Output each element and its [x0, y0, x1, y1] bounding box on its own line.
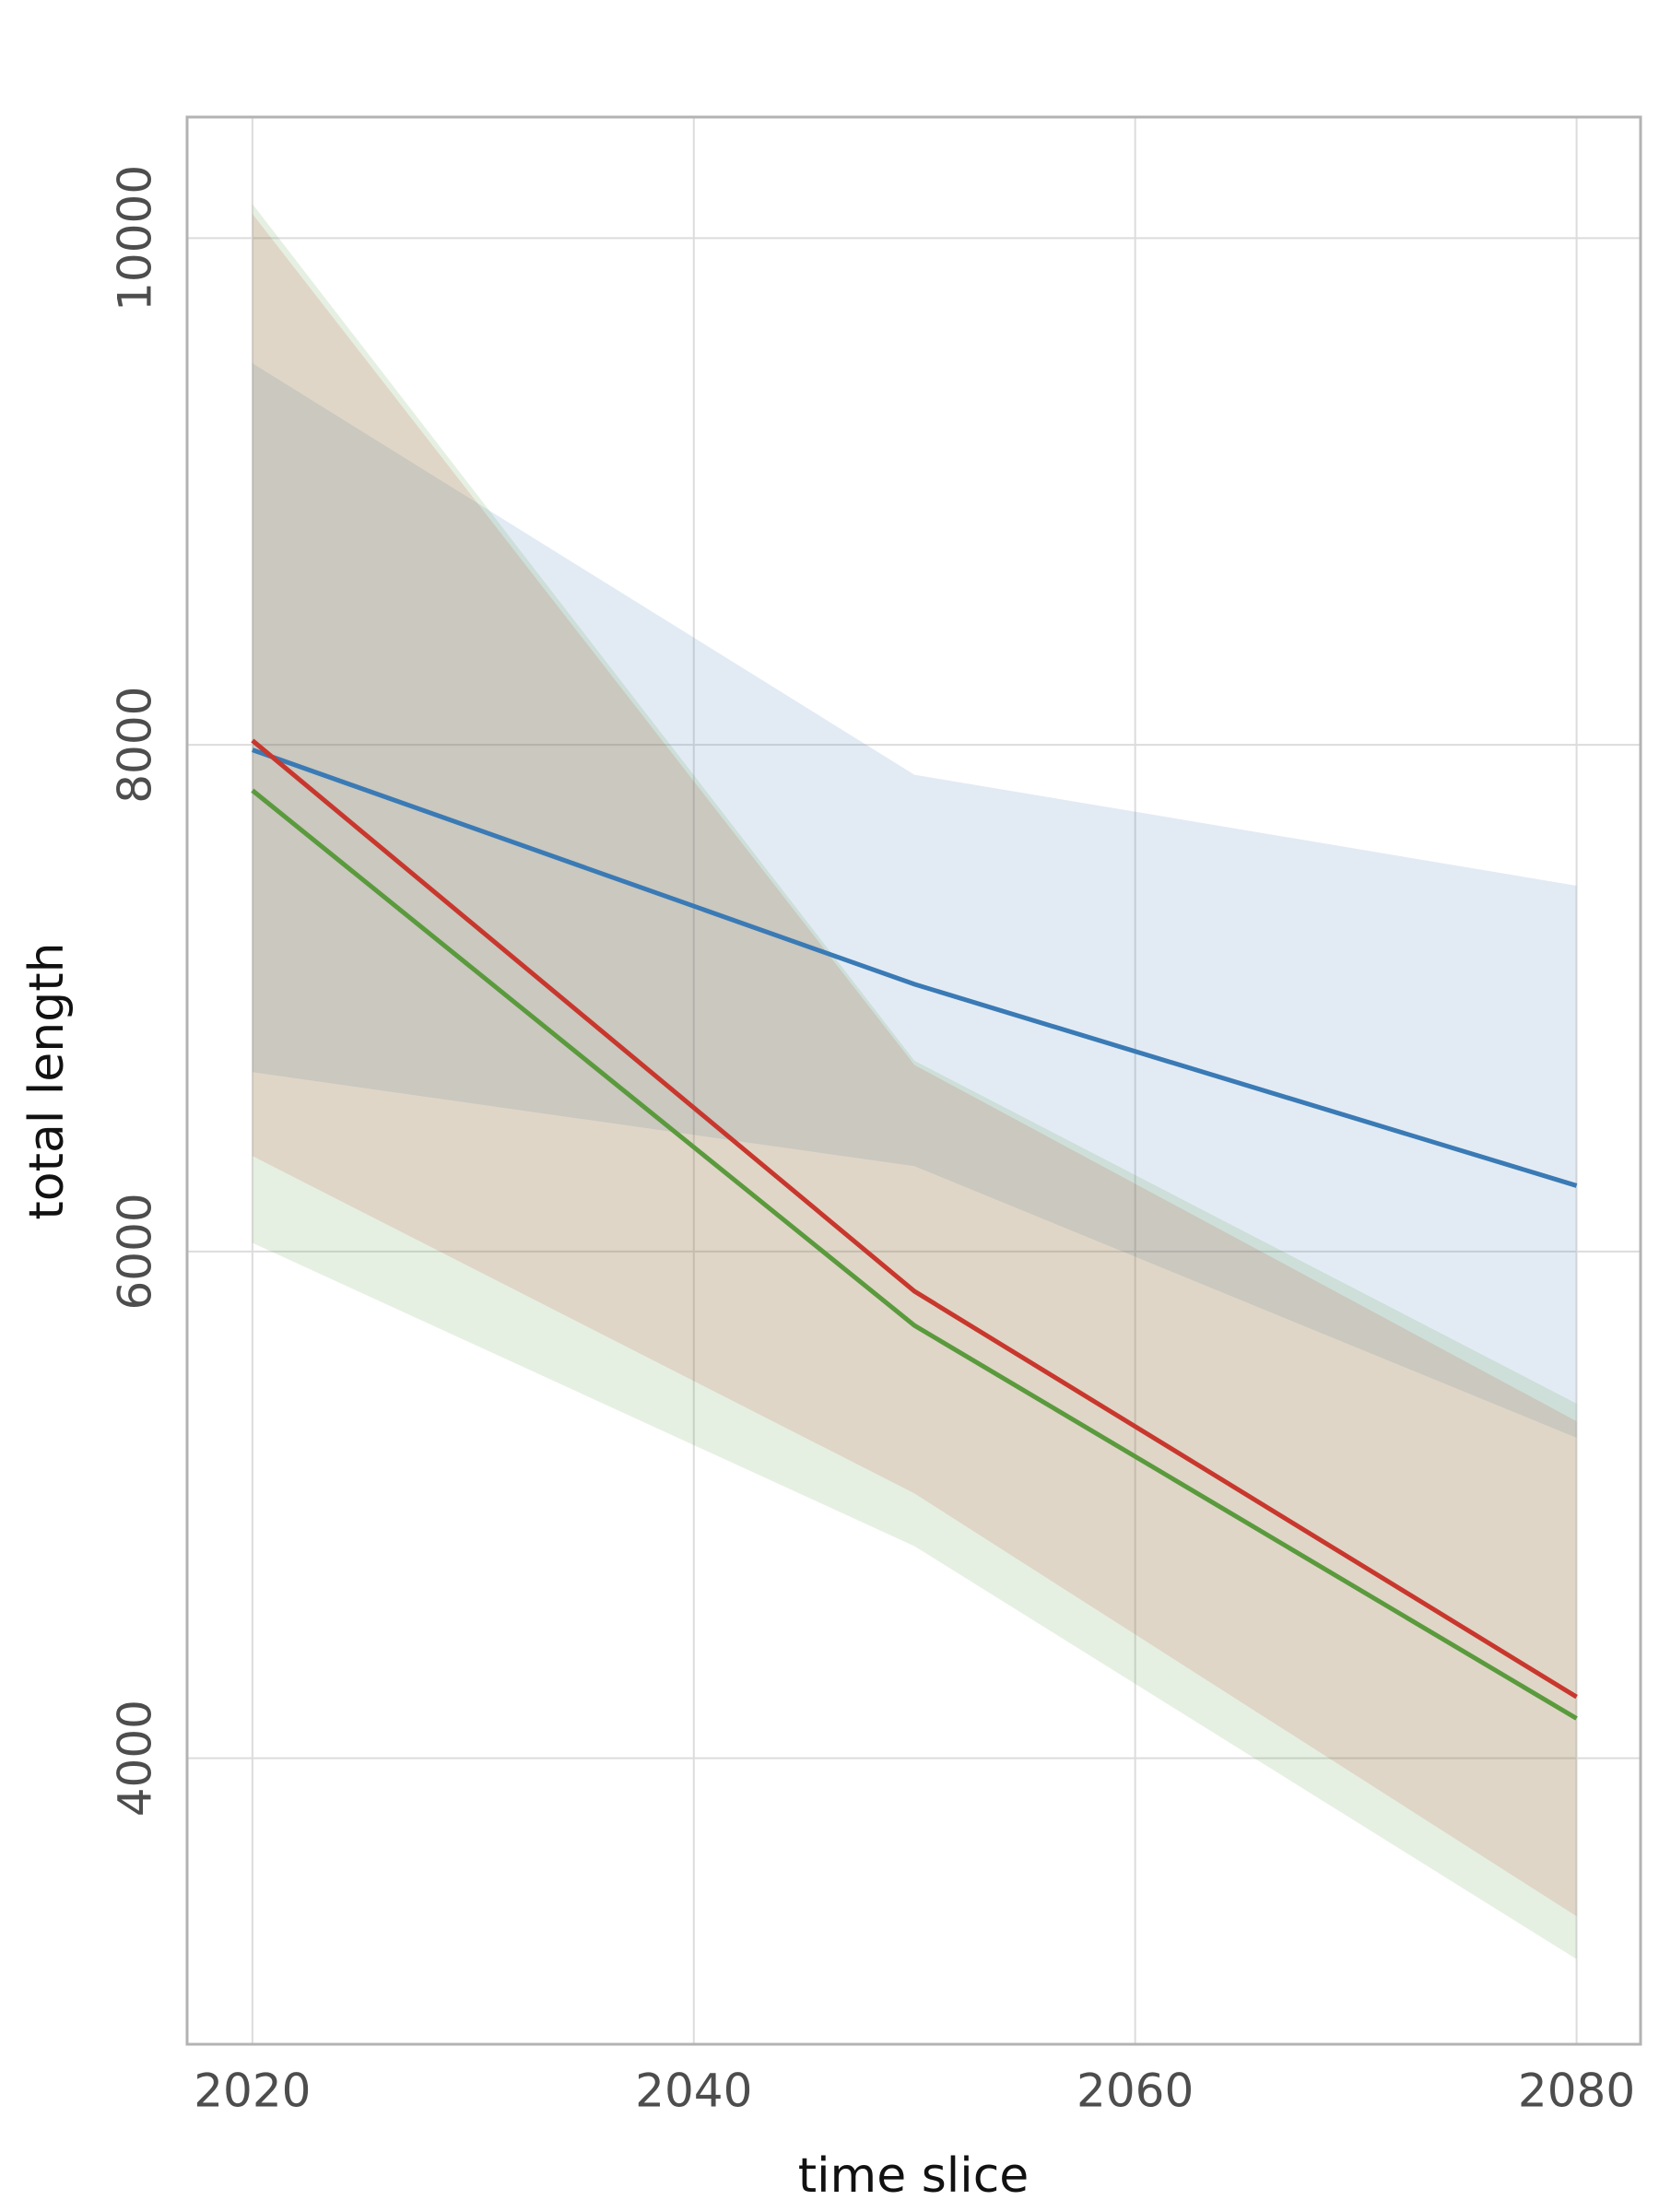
line	[251, 788, 1578, 1721]
confidence-band	[252, 214, 1577, 1917]
y-axis-title: total length	[19, 942, 75, 1219]
confidence-band	[252, 363, 1577, 1438]
y-tick-label: 6000	[109, 1193, 162, 1310]
line	[252, 747, 1578, 1188]
x-tick-label: 2060	[1077, 2065, 1194, 2118]
line	[251, 738, 1578, 1700]
x-axis-title: time slice	[798, 2148, 1030, 2204]
plot-frame	[185, 115, 1642, 2046]
y-tick-label: 8000	[109, 687, 162, 804]
y-tick-label: 4000	[109, 1700, 162, 1817]
y-tick-label: 10000	[109, 165, 162, 312]
x-tick-label: 2080	[1518, 2065, 1635, 2118]
x-tick-label: 2020	[194, 2065, 311, 2118]
x-tick-label: 2040	[635, 2065, 752, 2118]
